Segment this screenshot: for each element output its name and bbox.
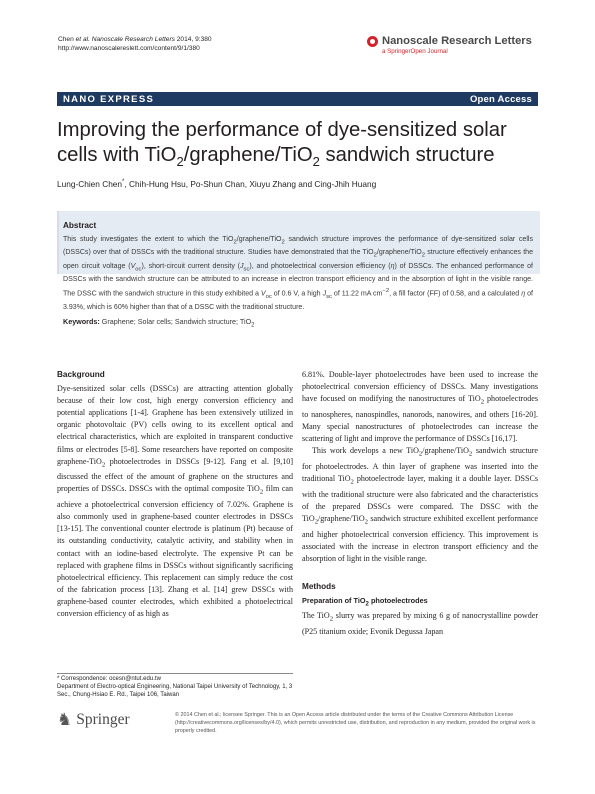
citation-volume: 2014, 9:380 xyxy=(174,36,212,43)
methods-heading: Methods xyxy=(302,581,336,591)
author-list: Lung-Chien Chen*, Chih-Hung Hsu, Po-Shun… xyxy=(57,179,377,189)
citation-journal: et al. Nanoscale Research Letters xyxy=(75,36,175,43)
section-banner: NANO EXPRESS Open Access xyxy=(57,92,538,106)
keywords: Keywords: Graphene; Solar cells; Sandwic… xyxy=(63,317,255,329)
corresponding-mark: * xyxy=(122,179,125,186)
photoelectrode-subheading: Preparation of TiO2 photoelectrodes xyxy=(302,595,428,608)
publisher-name: Springer xyxy=(76,711,130,728)
article-url[interactable]: http://www.nanoscalereslett.com/content/… xyxy=(58,45,200,52)
left-column: Background Dye-sensitized solar cells (D… xyxy=(57,369,293,620)
background-heading: Background xyxy=(57,370,105,379)
citation-header: Chen et al. Nanoscale Research Letters 2… xyxy=(58,35,212,53)
citation-authors: Chen xyxy=(58,36,76,43)
article-type-label: NANO EXPRESS xyxy=(63,93,155,105)
affiliation: Department of Electro-optical Engineerin… xyxy=(57,684,293,699)
intro-continued-paragraph: 6.81%. Double-layer photoelectrodes have… xyxy=(302,370,538,444)
article-title: Improving the performance of dye-sensiti… xyxy=(57,118,557,174)
journal-logo-icon xyxy=(367,35,378,47)
footnote: * Correspondence: ocesn@ntut.edu.tw Depa… xyxy=(57,675,293,700)
right-column: 6.81%. Double-layer photoelectrodes have… xyxy=(302,369,538,638)
abstract-body: This study investigates the extent to wh… xyxy=(63,236,533,311)
journal-name: Nanoscale Research Letters xyxy=(382,35,532,47)
publisher-logo: ♞ Springer xyxy=(57,710,130,730)
title-line-1: Improving the performance of dye-sensiti… xyxy=(57,119,507,141)
keywords-label: Keywords: xyxy=(63,317,100,327)
journal-brand: Nanoscale Research Letters a SpringerOpe… xyxy=(367,35,532,55)
abstract: Abstract This study investigates the ext… xyxy=(63,221,533,329)
open-access-label: Open Access xyxy=(469,93,532,105)
correspondence-email[interactable]: * Correspondence: ocesn@ntut.edu.tw xyxy=(57,676,161,682)
springer-horse-icon: ♞ xyxy=(57,710,73,729)
methods-paragraph: The TiO2 slurry was prepared by mixing 6… xyxy=(302,611,539,637)
contribution-paragraph: This work develops a new TiO2/graphene/T… xyxy=(302,446,538,563)
title-line-2: cells with TiO2/graphene/TiO2 sandwich s… xyxy=(57,144,495,170)
background-paragraph: Dye-sensitized solar cells (DSSCs) are a… xyxy=(57,384,293,618)
abstract-heading: Abstract xyxy=(63,221,97,230)
journal-subtitle: a SpringerOpen Journal xyxy=(382,48,448,55)
license-text: © 2014 Chen et al.; licensee Springer. T… xyxy=(175,712,536,735)
footnote-divider xyxy=(57,673,293,674)
abstract-background xyxy=(57,211,540,274)
